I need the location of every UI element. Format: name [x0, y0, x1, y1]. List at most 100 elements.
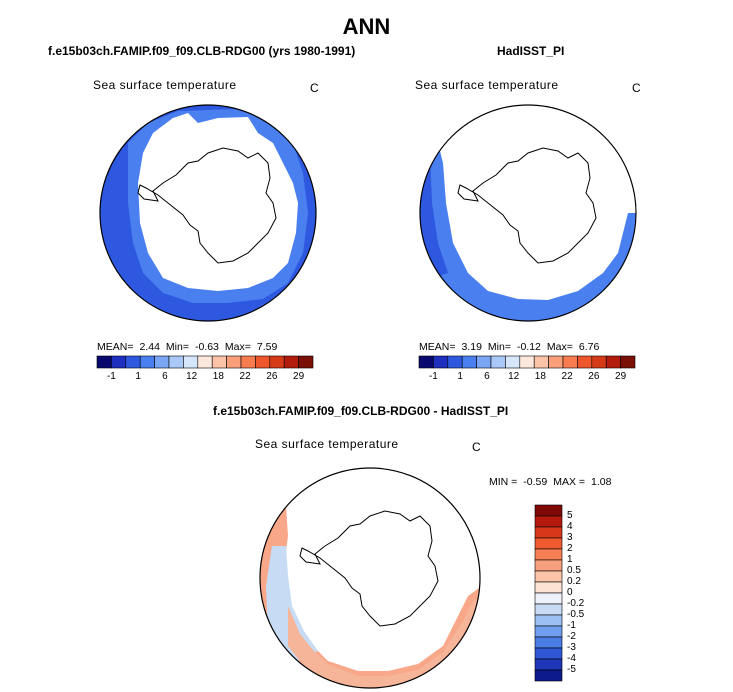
- panel1-colorbar-box: [298, 355, 314, 369]
- panel1-colorbar-box: [255, 355, 271, 369]
- panel2-colorbar-box: [490, 355, 506, 369]
- panel1-colorbar: [96, 355, 314, 369]
- panel1-colorbar-box: [240, 355, 256, 369]
- panel1-max-label: Max=: [224, 341, 251, 353]
- panel2-colorbar-box: [505, 355, 521, 369]
- panel3-colorbar-box: [534, 559, 563, 572]
- panel2-colorbar-box: [620, 355, 636, 369]
- panel2-colorbar-tick-label: 18: [534, 371, 546, 382]
- panel3-colorbar-tick-label: -3: [567, 642, 576, 653]
- panel2-colorbar-box: [519, 355, 535, 369]
- panel2-colorbar-tick-label: 26: [588, 371, 600, 382]
- panel1-min-value: -0.63: [194, 341, 219, 353]
- panel3-colorbar-tick-label: 5: [567, 510, 573, 521]
- panel2-map: [419, 104, 637, 322]
- panel3-colorbar-box: [534, 603, 563, 616]
- panel2-variable-label: Sea surface temperature: [415, 78, 559, 92]
- panel2-antarctica-coast: [457, 147, 597, 264]
- panel3-min-label: MIN =: [489, 476, 518, 488]
- panel2-colorbar-tick-label: 1: [457, 371, 463, 382]
- panel1-colorbar-box: [197, 355, 213, 369]
- panel1-colorbar-box: [125, 355, 141, 369]
- panel3-stats: MIN = -0.59 MAX = 1.08: [489, 476, 617, 488]
- panel3-variable-label: Sea surface temperature: [255, 437, 399, 451]
- panel3-colorbar-box: [534, 614, 563, 627]
- panel3-colorbar-box: [534, 570, 563, 583]
- panel3-colorbar-tick-label: 4: [567, 521, 573, 532]
- panel3-map: [259, 467, 481, 689]
- panel3-ocean-cool: [266, 546, 318, 666]
- panel3-colorbar-tick-label: -2: [567, 631, 576, 642]
- panel2-colorbar-box: [433, 355, 449, 369]
- panel3-colorbar-box: [534, 647, 563, 660]
- panel2-colorbar-box: [562, 355, 578, 369]
- panel1-colorbar-tick-label: 22: [239, 371, 251, 382]
- panel3-colorbar-box: [534, 526, 563, 539]
- panel3-colorbar-box: [534, 592, 563, 605]
- panel2-colorbar-box: [418, 355, 434, 369]
- panel1-mean-label: MEAN=: [97, 341, 134, 353]
- panel1-colorbar-tick-label: 1: [135, 371, 141, 382]
- panel1-antarctica-coast: [137, 147, 277, 264]
- panel3-colorbar-tick-label: -5: [567, 664, 576, 675]
- panel3-colorbar-box: [534, 548, 563, 561]
- panel2-colorbar-box: [605, 355, 621, 369]
- panel3-colorbar-tick-label: 0.5: [567, 565, 581, 576]
- panel2-colorbar-box: [577, 355, 593, 369]
- panel3-colorbar-box: [534, 636, 563, 649]
- panel1-colorbar-box: [111, 355, 127, 369]
- panel1-unit-label: C: [310, 81, 319, 95]
- panel1-colorbar-tick-label: 12: [186, 371, 198, 382]
- panel1-colorbar-box: [139, 355, 155, 369]
- panel1-map-border: [99, 104, 317, 322]
- panel1-mean-value: 2.44: [139, 341, 160, 353]
- panel3-colorbar-box: [534, 537, 563, 550]
- panel2-colorbar-box: [548, 355, 564, 369]
- panel2-colorbar: [418, 355, 636, 369]
- panel3-colorbar-tick-label: 2: [567, 543, 573, 554]
- panel2-colorbar-tick-label: 12: [508, 371, 520, 382]
- panel2-max-value: 6.76: [578, 341, 600, 353]
- panel3-colorbar-tick-label: 1: [567, 554, 573, 565]
- panel2-colorbar-box: [461, 355, 477, 369]
- panel1-colorbar-box: [154, 355, 170, 369]
- panel2-min-value: -0.12: [516, 341, 541, 353]
- panel2-colorbar-box: [591, 355, 607, 369]
- panel1-colorbar-box: [96, 355, 112, 369]
- panel1-title: f.e15b03ch.FAMIP.f09_f09.CLB-RDG00 (yrs …: [48, 44, 356, 58]
- panel1-colorbar-box: [211, 355, 227, 369]
- panel2-stats: MEAN= 3.19 Min= -0.12 Max= 6.76: [419, 341, 605, 353]
- panel2-ocean-cool: [420, 143, 636, 321]
- panel3-title: f.e15b03ch.FAMIP.f09_f09.CLB-RDG00 - Had…: [213, 404, 509, 418]
- panel1-colorbar-tick-label: 26: [266, 371, 278, 382]
- panel1-colorbar-box: [168, 355, 184, 369]
- panel1-map: [99, 104, 317, 322]
- panel1-colorbar-box: [283, 355, 299, 369]
- panel2-colorbar-tick-label: 6: [484, 371, 490, 382]
- panel3-colorbar-box: [534, 581, 563, 594]
- panel3-colorbar-tick-label: 0.2: [567, 576, 581, 587]
- panel3-colorbar-tick-label: -0.2: [567, 598, 585, 609]
- panel2-mean-label: MEAN=: [419, 341, 456, 353]
- panel2-colorbar-box: [447, 355, 463, 369]
- panel3-min-value: -0.59: [523, 476, 548, 488]
- panel3-map-border: [259, 467, 481, 689]
- panel3-colorbar-tick-label: -4: [567, 653, 576, 664]
- panel2-colorbar-box: [476, 355, 492, 369]
- panel3-max-label: MAX =: [553, 476, 586, 488]
- panel2-unit-label: C: [632, 81, 641, 95]
- panel3-colorbar: [534, 504, 563, 682]
- panel1-variable-label: Sea surface temperature: [93, 78, 237, 92]
- panel2-colorbar-tick-label: 29: [615, 371, 627, 382]
- panel3-colorbar-tick-label: -1: [567, 620, 576, 631]
- panel1-colorbar-tick-label: 6: [162, 371, 168, 382]
- panel3-colorbar-box: [534, 625, 563, 638]
- panel2-colorbar-tick-label: -1: [428, 371, 438, 382]
- panel3-max-value: 1.08: [591, 476, 612, 488]
- panel3-antarctica-coast: [299, 510, 439, 627]
- panel1-colorbar-box: [183, 355, 199, 369]
- figure-title: ANN: [342, 14, 391, 39]
- panel1-max-value: 7.59: [256, 341, 278, 353]
- panel2-mean-value: 3.19: [461, 341, 482, 353]
